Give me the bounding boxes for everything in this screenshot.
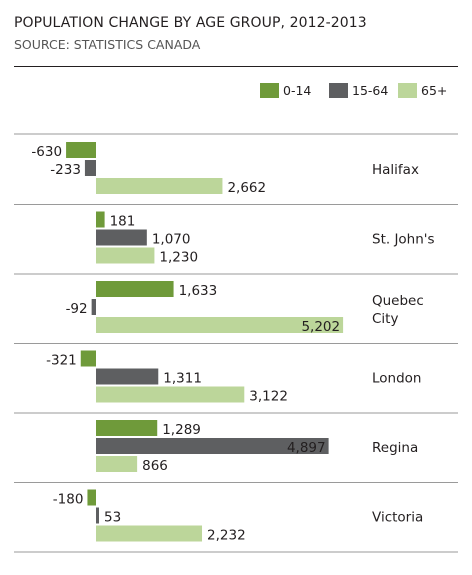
value-label-london-15-64: 1,311 [163, 371, 202, 387]
bar-victoria-65+ [96, 525, 203, 542]
bar-quebec-city-15-64 [91, 299, 96, 315]
value-label-quebec-city-15-64: -92 [66, 301, 88, 317]
bar-st-john-s-65+ [96, 247, 155, 264]
bar-london-0-14 [80, 350, 96, 367]
value-label-halifax-65+: 2,662 [227, 180, 266, 196]
title-divider [14, 66, 458, 67]
value-label-regina-0-14: 1,289 [162, 422, 201, 438]
value-label-regina-15-64: 4,897 [287, 440, 326, 456]
value-label-halifax-0-14: -630 [31, 144, 62, 160]
value-label-quebec-city-0-14: 1,633 [179, 283, 218, 299]
bar-quebec-city-65+ [96, 317, 344, 333]
value-label-st-john-s-0-14: 181 [110, 214, 136, 230]
city-label-quebec-city: Quebec [372, 293, 424, 309]
legend: 0-14 15-64 65+ [0, 83, 472, 103]
chart-subtitle: SOURCE: STATISTICS CANADA [14, 37, 201, 52]
value-label-victoria-65+: 2,232 [207, 528, 246, 544]
legend-label-65: 65+ [421, 83, 448, 98]
bar-regina-0-14 [96, 420, 158, 436]
legend-item-15-64: 15-64 [329, 83, 388, 98]
legend-swatch-15-64 [329, 83, 348, 98]
city-label-london: London [372, 371, 422, 387]
value-label-st-john-s-15-64: 1,070 [152, 232, 191, 248]
city-label-st-john-s: St. John's [372, 232, 435, 248]
value-label-london-0-14: -321 [46, 353, 77, 369]
legend-swatch-0-14 [260, 83, 279, 98]
chart-title: POPULATION CHANGE BY AGE GROUP, 2012-201… [14, 15, 367, 31]
legend-item-0-14: 0-14 [260, 83, 311, 98]
bar-st-john-s-15-64 [96, 229, 147, 246]
city-label-regina: Regina [372, 440, 418, 456]
bar-halifax-65+ [96, 178, 223, 194]
city-label-quebec-city: City [372, 311, 398, 327]
bar-regina-65+ [96, 456, 138, 472]
bar-victoria-15-64 [96, 507, 99, 524]
value-label-regina-65+: 866 [142, 458, 168, 474]
value-label-victoria-15-64: 53 [104, 510, 121, 526]
bar-halifax-15-64 [84, 160, 96, 176]
bar-halifax-0-14 [66, 142, 96, 158]
legend-item-65: 65+ [398, 83, 447, 98]
city-label-halifax: Halifax [372, 162, 419, 178]
value-label-st-john-s-65+: 1,230 [159, 250, 198, 266]
value-label-victoria-0-14: -180 [53, 492, 84, 508]
bar-victoria-0-14 [87, 489, 96, 506]
bar-london-15-64 [96, 368, 159, 385]
value-label-quebec-city-65+: 5,202 [301, 319, 340, 335]
value-label-halifax-15-64: -233 [50, 162, 81, 178]
legend-swatch-65 [398, 83, 417, 98]
bar-quebec-city-0-14 [96, 281, 174, 297]
value-label-london-65+: 3,122 [249, 389, 288, 405]
bar-st-john-s-0-14 [96, 211, 105, 228]
city-label-victoria: Victoria [372, 510, 423, 526]
bar-london-65+ [96, 386, 245, 403]
bar-regina-15-64 [96, 438, 329, 454]
legend-label-0-14: 0-14 [283, 83, 312, 98]
legend-label-15-64: 15-64 [352, 83, 389, 98]
